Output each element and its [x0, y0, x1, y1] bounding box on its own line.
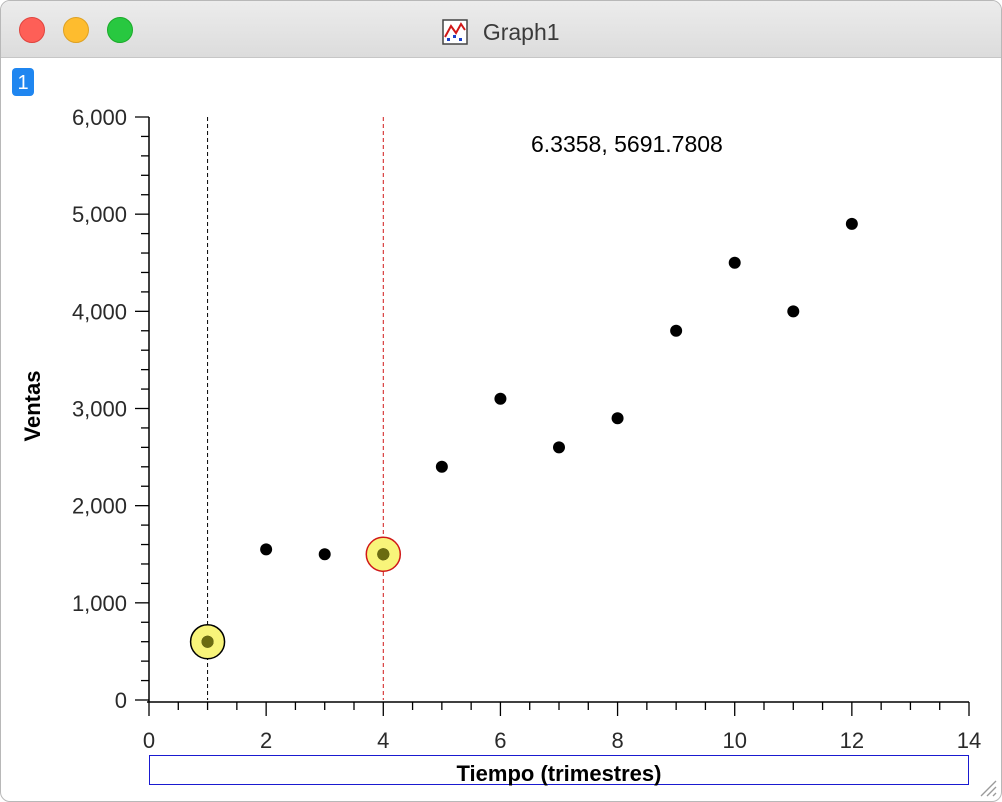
data-point[interactable]	[611, 412, 624, 425]
graph-number-badge[interactable]: 1	[12, 68, 34, 96]
x-tick-label: 6	[494, 728, 506, 753]
x-tick-label: 8	[611, 728, 623, 753]
y-tick-label: 3,000	[72, 397, 127, 422]
data-point[interactable]	[435, 460, 448, 473]
data-point[interactable]	[728, 256, 741, 269]
window-title-text: Graph1	[482, 18, 560, 45]
close-button[interactable]	[19, 17, 45, 43]
cursor-a-point	[201, 635, 214, 648]
y-axis-label[interactable]: Ventas	[20, 370, 45, 442]
y-tick-label: 5,000	[72, 202, 127, 227]
graph-icon	[442, 19, 469, 45]
x-tick-label: 10	[722, 728, 746, 753]
x-axis-label[interactable]: Tiempo (trimestres)	[149, 755, 969, 786]
x-tick-label: 0	[143, 728, 155, 753]
x-tick-label: 14	[957, 728, 981, 753]
data-point[interactable]	[318, 548, 331, 561]
data-point[interactable]	[553, 441, 565, 454]
x-tick-label: 2	[260, 728, 272, 753]
window-title: Graph1	[1, 15, 1001, 45]
y-tick-label: 2,000	[72, 494, 127, 519]
y-tick-label: 4,000	[72, 299, 127, 324]
y-tick-label: 1,000	[72, 591, 127, 616]
data-point[interactable]	[787, 305, 800, 318]
x-tick-label: 4	[377, 728, 389, 753]
cursor-readout: 6.3358, 5691.7808	[531, 131, 723, 157]
y-tick-label: 6,000	[72, 105, 127, 130]
data-point[interactable]	[260, 543, 273, 556]
resize-grip-icon[interactable]	[975, 775, 997, 797]
y-tick-label: 0	[115, 688, 127, 713]
title-bar[interactable]: Graph1	[1, 1, 1001, 58]
data-point[interactable]	[845, 217, 858, 230]
data-point[interactable]	[670, 324, 683, 337]
cursor-b-point	[377, 548, 390, 561]
minimize-button[interactable]	[63, 17, 89, 43]
zoom-button[interactable]	[107, 17, 133, 43]
data-point[interactable]	[494, 392, 507, 405]
x-tick-label: 12	[840, 728, 864, 753]
